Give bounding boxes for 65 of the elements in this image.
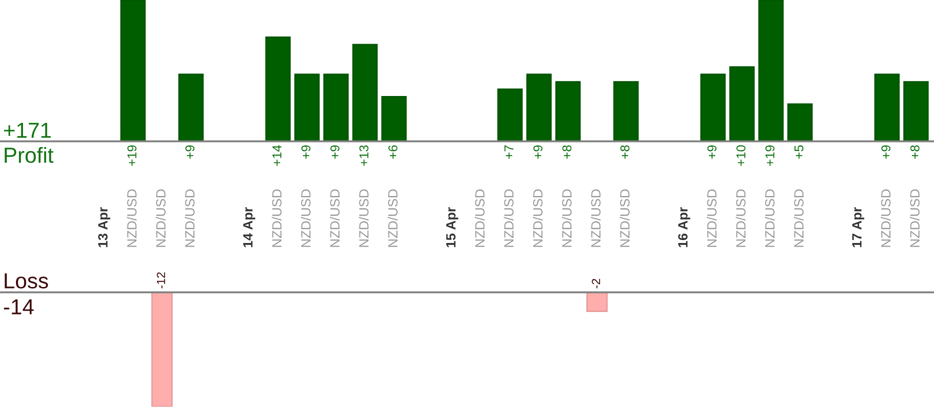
- x-tick-label: NZD/USD: [910, 189, 920, 247]
- bar: [729, 66, 755, 142]
- bar: [294, 74, 320, 142]
- bar: [323, 74, 349, 142]
- x-tick-label: NZD/USD: [388, 189, 398, 247]
- x-tick-label: NZD/USD: [126, 189, 137, 247]
- text: Profit: [4, 147, 54, 163]
- x-tick-label: 13 Apr: [98, 207, 110, 248]
- data-label: +10: [736, 145, 746, 166]
- x-tick-label: 14 Apr: [243, 207, 256, 248]
- data-label: +8: [910, 145, 920, 159]
- bar: [497, 88, 523, 142]
- x-tick-label: NZD/USD: [562, 189, 572, 247]
- data-label: +9: [533, 145, 542, 159]
- data-label: -12: [156, 272, 166, 288]
- x-tick-label: NZD/USD: [880, 189, 891, 247]
- x-tick-label: NZD/USD: [794, 189, 804, 247]
- bar: [903, 81, 929, 142]
- bar: [787, 103, 813, 142]
- data-label: +19: [127, 145, 136, 166]
- x-tick-label: 15 Apr: [446, 207, 458, 248]
- x-tick-label: NZD/USD: [706, 189, 717, 247]
- data-label: +13: [359, 145, 368, 166]
- x-tick-label: NZD/USD: [156, 189, 166, 247]
- bar: [874, 74, 900, 142]
- bar: [555, 81, 581, 142]
- x-tick-label: NZD/USD: [184, 189, 195, 247]
- x-tick-label: NZD/USD: [532, 189, 543, 247]
- data-label: +9: [301, 145, 310, 159]
- x-tick-label: NZD/USD: [358, 189, 369, 247]
- data-label: +8: [562, 145, 572, 159]
- x-tick-label: NZD/USD: [736, 189, 746, 247]
- bar: [178, 74, 204, 142]
- x-tick-label: NZD/USD: [272, 189, 282, 247]
- x-tick-label: NZD/USD: [474, 189, 485, 247]
- data-label: +9: [707, 145, 716, 159]
- x-tick-label: NZD/USD: [330, 189, 340, 247]
- data-label: +6: [388, 145, 398, 159]
- bar: [700, 74, 726, 142]
- bar: [613, 81, 639, 142]
- chart-title: Loss: [4, 273, 48, 289]
- bar: [265, 36, 291, 142]
- bar: [526, 74, 552, 142]
- data-label: +9: [185, 145, 194, 159]
- bar: [352, 44, 378, 142]
- data-label: -2: [592, 278, 600, 288]
- x-tick-label: NZD/USD: [590, 189, 601, 247]
- x-tick-label: 16 Apr: [678, 207, 690, 248]
- x-tick-label: NZD/USD: [620, 189, 630, 247]
- x-tick-label: NZD/USD: [764, 189, 775, 247]
- data-label: +19: [765, 145, 774, 166]
- text: +171: [4, 122, 51, 138]
- x-tick-label: 17 Apr: [852, 207, 864, 248]
- bar: [120, 0, 146, 142]
- data-label: +5: [794, 145, 804, 159]
- data-label: +7: [504, 145, 514, 159]
- bar: [381, 96, 407, 142]
- text: -14: [4, 299, 34, 314]
- data-label: +14: [272, 145, 282, 166]
- data-label: +8: [620, 145, 630, 159]
- bar: [758, 0, 784, 142]
- data-label: +9: [330, 145, 340, 159]
- data-label: +9: [881, 145, 890, 159]
- x-tick-label: NZD/USD: [504, 189, 514, 247]
- x-tick-label: NZD/USD: [300, 189, 311, 247]
